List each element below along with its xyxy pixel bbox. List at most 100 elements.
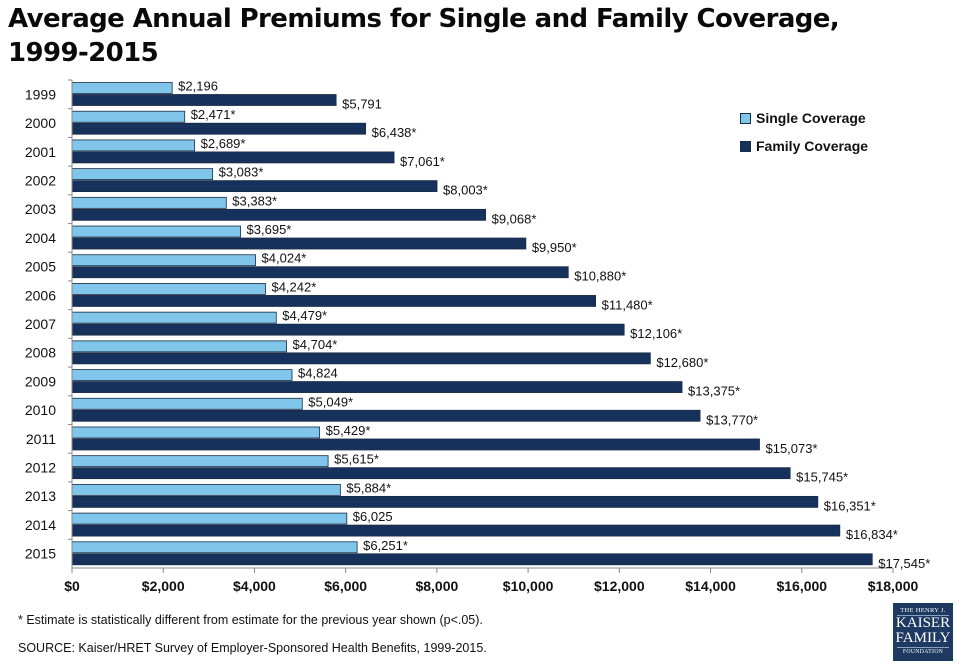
y-tick-label-2004: 2004 [25,230,56,246]
legend-swatch-family [740,140,751,152]
data-label-family-2001: $7,061* [400,154,445,169]
bar-family-2003 [71,208,487,221]
bar-family-2002 [71,180,438,193]
bar-family-2013 [71,495,819,508]
data-label-family-2005: $10,880* [574,269,626,284]
data-label-single-2009: $4,824 [298,366,338,381]
data-label-single-1999: $2,196 [178,79,218,94]
data-label-single-2003: $3,383* [232,193,277,208]
footnote: * Estimate is statistically different fr… [18,613,483,627]
y-tick-label-2008: 2008 [25,345,56,361]
bar-single-2010 [71,397,303,410]
y-tick-label-2015: 2015 [25,546,56,562]
bar-single-2005 [71,254,256,267]
legend-swatch-single [740,112,751,124]
y-tick-label-2006: 2006 [25,287,56,303]
data-label-single-2005: $4,024* [262,251,307,266]
data-label-family-1999: $5,791 [342,97,382,112]
data-label-single-2015: $6,251* [363,538,408,553]
logo-line-1: THE HENRY J. [897,606,949,616]
bar-family-2014 [71,524,841,537]
bar-family-2006 [71,295,597,307]
data-label-single-2011: $5,429* [326,423,371,438]
x-tick-label-18000: $18,000 [868,578,919,594]
y-tick-label-2013: 2013 [25,488,56,504]
x-tick-label-2000: $2,000 [142,578,185,594]
bar-family-2012 [71,467,791,480]
data-label-family-2012: $15,745* [796,470,848,485]
bar-single-2009 [71,369,293,381]
source-note: SOURCE: Kaiser/HRET Survey of Employer-S… [18,641,487,655]
data-label-single-2004: $3,695* [247,222,292,237]
x-tick-label-4000: $4,000 [233,578,276,594]
logo-line-4: FOUNDATION [897,647,949,657]
x-tick-label-8000: $8,000 [415,578,458,594]
y-tick-label-2014: 2014 [25,517,56,533]
bar-family-2000 [71,122,367,135]
bar-family-2015 [71,553,873,566]
y-tick-label-2001: 2001 [25,144,56,160]
y-tick-label-2010: 2010 [25,402,56,418]
data-label-family-2004: $9,950* [532,240,577,255]
data-label-family-2003: $9,068* [492,211,537,226]
bar-family-1999 [71,94,337,106]
logo-line-2: KAISER [895,615,951,631]
legend-label-family: Family Coverage [756,138,869,154]
logo-line-3: FAMILY [895,630,951,646]
bar-family-2005 [71,266,569,279]
data-label-single-2006: $4,242* [271,279,316,294]
bar-family-2010 [71,409,701,422]
data-label-single-2001: $2,689* [201,136,246,151]
y-tick-label-2011: 2011 [26,431,56,447]
data-label-single-2000: $2,471* [191,107,236,122]
bar-single-2002 [71,168,214,181]
chart-title-line-1: Average Annual Premiums for Single and F… [8,4,840,34]
data-label-family-2006: $11,480* [602,297,653,312]
bar-single-2012 [71,455,329,468]
data-label-single-2002: $3,083* [219,165,264,180]
bars-layer [71,82,873,566]
y-tick-label-2012: 2012 [25,460,56,476]
bar-single-2001 [71,139,196,152]
data-label-single-2014: $6,025 [353,509,393,524]
bar-family-2004 [71,237,527,250]
data-label-single-2008: $4,704* [293,337,338,352]
data-label-family-2002: $8,003* [443,183,488,198]
x-tick-label-16000: $16,000 [776,578,827,594]
bar-family-2009 [71,381,683,393]
data-label-family-2000: $6,438* [372,125,417,140]
data-label-family-2015: $17,545* [878,556,930,571]
data-label-family-2013: $16,351* [824,498,876,513]
legend-item-single-coverage: Single Coverage [740,104,868,132]
bar-single-2003 [71,196,227,209]
y-tick-label-2005: 2005 [25,259,56,275]
bar-family-2001 [71,151,395,164]
data-label-single-2010: $5,049* [308,394,353,409]
y-tick-label-2002: 2002 [25,172,56,188]
y-tick-label-2003: 2003 [25,201,56,217]
data-label-family-2007: $12,106* [630,326,682,341]
bar-single-2000 [71,110,186,123]
bar-family-2011 [71,438,760,451]
data-label-family-2009: $13,375* [688,384,740,399]
chart-title-line-2: 1999-2015 [8,38,159,68]
legend-label-single: Single Coverage [756,110,866,126]
y-tick-label-2007: 2007 [25,316,56,332]
y-tick-label-2009: 2009 [25,373,56,389]
kff-logo: THE HENRY J. KAISER FAMILY FOUNDATION [893,603,953,661]
x-tick-label-10000: $10,000 [503,578,554,594]
axes-layer [68,79,894,573]
chart-legend: Single Coverage Family Coverage [740,104,868,160]
chart-title: Average Annual Premiums for Single and F… [8,2,908,70]
data-label-family-2008: $12,680* [656,355,708,370]
x-tick-label-12000: $12,000 [594,578,645,594]
bar-single-2006 [71,283,266,295]
x-tick-label-14000: $14,000 [685,578,736,594]
data-label-single-2013: $5,884* [346,480,391,495]
data-label-single-2012: $5,615* [334,452,379,467]
bar-single-2015 [71,541,358,554]
labels-layer: $2,196 $5,791 1999 $2,471* $6,438* 2000 $2,689… [25,79,930,595]
data-label-family-2011: $15,073* [765,441,817,456]
bar-single-2014 [71,512,348,525]
